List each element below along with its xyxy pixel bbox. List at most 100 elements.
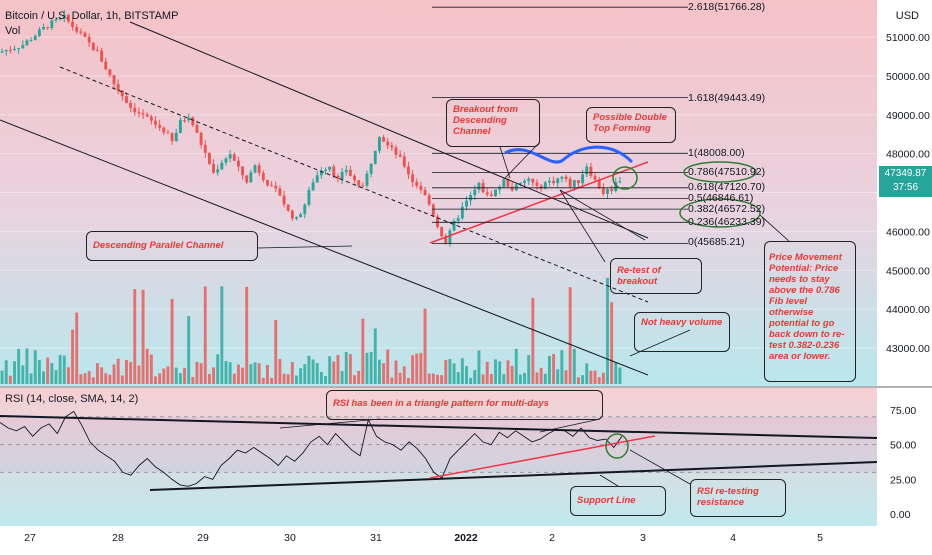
candle-body — [456, 218, 460, 222]
volume-bar — [494, 359, 497, 384]
volume-bar — [232, 373, 236, 384]
time-tick-label: 31 — [370, 532, 382, 544]
price-tick-label: 46000.00 — [886, 226, 930, 238]
note-rsi-triangle[interactable]: RSI has been in a triangle pattern for m… — [326, 390, 603, 420]
time-tick-label: 4 — [730, 532, 736, 544]
retest-circle — [612, 166, 638, 190]
volume-bar — [17, 348, 21, 384]
candle-body — [257, 165, 261, 173]
candle-body — [415, 181, 419, 186]
volume-bar — [162, 368, 166, 384]
candle-body — [423, 189, 427, 196]
note-potential[interactable]: Price Movement Potential: Price needs to… — [764, 241, 856, 382]
volume-bar — [469, 377, 473, 384]
volume-bar — [460, 358, 464, 384]
volume-bar — [411, 355, 415, 384]
note-retest[interactable]: Re-test of breakout — [610, 258, 702, 294]
volume-bar — [108, 374, 112, 384]
note-support[interactable]: Support Line — [570, 486, 666, 516]
callout-line — [759, 214, 791, 243]
volume-bar — [436, 374, 439, 384]
volume-bar — [286, 374, 290, 384]
candle-body — [299, 214, 303, 217]
candle-body — [149, 116, 153, 121]
candle-body — [199, 132, 203, 145]
note-volume[interactable]: Not heavy volume — [634, 312, 730, 352]
candle-body — [158, 124, 162, 128]
candle-body — [162, 127, 166, 133]
candle-body — [95, 50, 99, 52]
volume-bar — [415, 353, 419, 384]
rsi-header[interactable]: RSI (14, close, SMA, 14, 2) — [5, 393, 139, 405]
candle-body — [170, 133, 174, 141]
volume-bar — [79, 374, 83, 384]
volume-bar — [353, 375, 356, 384]
candle-body — [618, 181, 622, 183]
volume-bar — [91, 377, 95, 384]
candle-body — [361, 185, 365, 187]
volume-bar — [423, 308, 427, 384]
volume-bar — [54, 370, 58, 384]
rsi-callout-line — [279, 418, 381, 429]
note-breakout[interactable]: Breakout from Descending Channel — [446, 99, 540, 147]
candle-body — [174, 132, 178, 141]
time-tick-label: 27 — [24, 532, 36, 544]
volume-bar — [58, 355, 62, 384]
volume-bar — [282, 373, 286, 384]
time-tick-label: 28 — [112, 532, 124, 544]
candle-body — [452, 221, 456, 231]
candle-body — [477, 182, 481, 190]
volume-bar — [560, 350, 564, 384]
fib-0786-circle — [683, 161, 757, 183]
candle-body — [568, 178, 572, 187]
volume-bar — [456, 372, 460, 384]
candle-body — [531, 178, 535, 183]
volume-bar — [216, 354, 220, 384]
candle-body — [37, 29, 41, 36]
volume-bar — [290, 362, 294, 384]
candle-body — [601, 188, 605, 194]
candle-body — [614, 182, 618, 191]
candle-body — [469, 194, 473, 201]
volume-bar — [535, 372, 539, 384]
candle-body — [116, 84, 120, 91]
candle-body — [249, 172, 253, 183]
volume-bar — [220, 286, 224, 384]
volume-bar — [394, 360, 398, 384]
note-double-top[interactable]: Possible Double Top Forming — [586, 107, 676, 143]
candle-body — [270, 185, 274, 187]
volume-bar — [137, 365, 141, 384]
volume-bar — [477, 350, 481, 384]
candle-body — [104, 61, 108, 70]
note-rsi-retest[interactable]: RSI re-testing resistance — [690, 479, 786, 517]
candle-body — [42, 26, 45, 30]
volume-bar — [120, 375, 124, 384]
rsi-callout-line — [599, 474, 619, 487]
breakout-trendline — [429, 161, 649, 244]
volume-bar — [440, 375, 444, 384]
price-tick-label: 49000.00 — [886, 110, 930, 122]
volume-bar — [581, 375, 585, 384]
double-top-curve — [504, 145, 634, 164]
candle-body — [66, 14, 70, 22]
volume-bar — [593, 370, 597, 384]
candle-body — [303, 204, 307, 215]
volume-bar — [547, 355, 551, 384]
volume-bar — [610, 302, 614, 384]
candle-body — [465, 200, 468, 207]
volume-label[interactable]: Vol — [5, 25, 21, 37]
candle-body — [183, 120, 186, 122]
rsi-resistance-line — [0, 415, 878, 439]
volume-bar — [572, 348, 576, 384]
note-channel[interactable]: Descending Parallel Channel — [86, 231, 258, 261]
candle-body — [112, 75, 116, 85]
volume-bar — [174, 367, 178, 384]
volume-bar — [207, 373, 211, 384]
volume-bar — [452, 363, 456, 384]
volume-bar — [485, 361, 489, 384]
candle-body — [514, 184, 518, 191]
candle-body — [581, 174, 585, 184]
candle-body — [502, 179, 506, 187]
symbol-title[interactable]: Bitcoin / U.S. Dollar, 1h, BITSTAMP — [5, 10, 179, 22]
